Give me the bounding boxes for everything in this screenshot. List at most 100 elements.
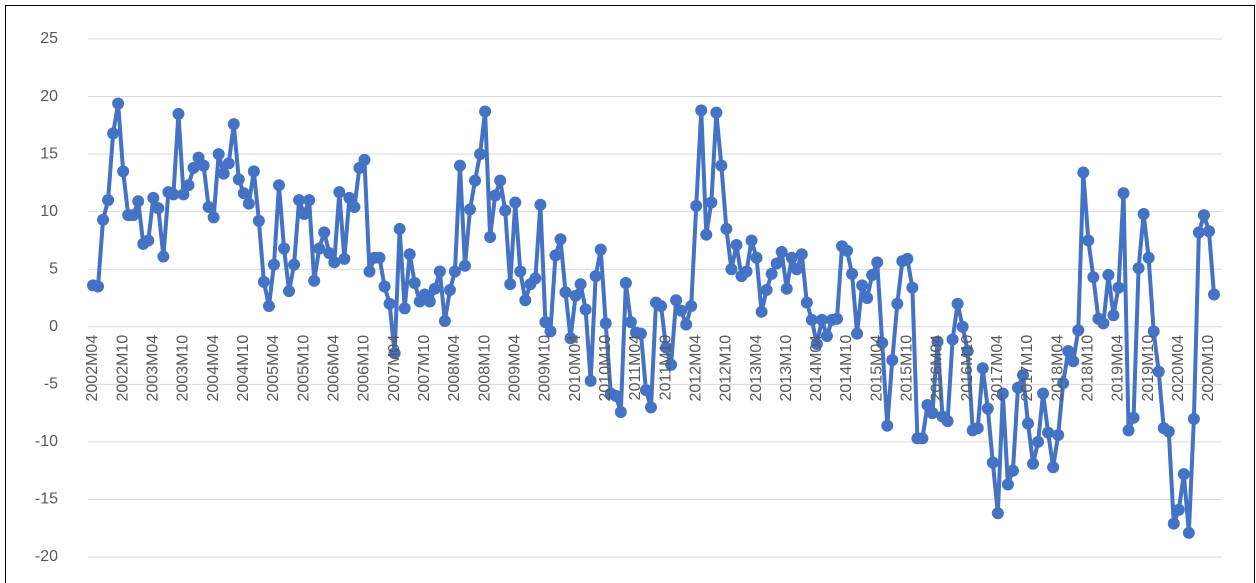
data-point bbox=[564, 332, 577, 345]
y-tick-label: 0 bbox=[49, 318, 58, 335]
data-point bbox=[107, 127, 120, 140]
data-point bbox=[886, 354, 899, 367]
data-point bbox=[403, 248, 416, 261]
y-tick-label: 5 bbox=[49, 260, 58, 277]
data-point bbox=[881, 419, 894, 432]
x-tick-label: 2015M10 bbox=[899, 335, 916, 402]
data-point bbox=[589, 270, 602, 283]
data-point bbox=[851, 327, 864, 340]
data-point bbox=[871, 256, 884, 269]
data-point bbox=[946, 333, 959, 346]
data-point bbox=[1122, 424, 1135, 437]
data-point bbox=[1192, 226, 1205, 239]
y-tick-label: 25 bbox=[40, 30, 58, 47]
data-point bbox=[755, 305, 768, 318]
data-point bbox=[780, 282, 793, 295]
x-tick-label: 2020M10 bbox=[1200, 335, 1217, 402]
data-point bbox=[856, 279, 869, 292]
y-tick-label: -15 bbox=[35, 491, 58, 508]
data-point bbox=[1001, 478, 1014, 491]
x-tick-label: 2015M04 bbox=[868, 335, 885, 402]
data-point bbox=[514, 265, 527, 278]
data-point bbox=[1042, 426, 1055, 439]
data-point bbox=[1097, 317, 1110, 330]
data-point bbox=[1052, 428, 1065, 441]
data-point bbox=[97, 213, 110, 226]
data-point bbox=[1137, 207, 1150, 220]
data-point bbox=[484, 230, 497, 243]
data-point bbox=[247, 165, 260, 178]
data-point bbox=[1067, 355, 1080, 368]
data-point bbox=[750, 251, 763, 264]
data-point bbox=[92, 280, 105, 293]
data-point bbox=[685, 300, 698, 313]
data-point bbox=[1177, 468, 1190, 481]
data-point bbox=[720, 222, 733, 235]
data-point bbox=[770, 257, 783, 270]
data-point bbox=[584, 374, 597, 387]
data-point bbox=[579, 303, 592, 316]
data-point bbox=[242, 197, 255, 210]
data-point bbox=[876, 336, 889, 349]
data-point bbox=[313, 242, 326, 255]
data-point bbox=[423, 295, 436, 308]
data-point bbox=[293, 194, 306, 207]
data-point bbox=[574, 278, 587, 291]
data-point bbox=[152, 202, 165, 215]
data-point bbox=[202, 201, 215, 214]
data-point bbox=[815, 313, 828, 326]
data-point bbox=[283, 285, 296, 298]
x-tick-label: 2010M04 bbox=[567, 335, 584, 402]
y-tick-label: 15 bbox=[40, 145, 58, 162]
data-point bbox=[705, 196, 718, 209]
x-tick-label: 2016M10 bbox=[959, 335, 976, 402]
data-point bbox=[981, 402, 994, 415]
x-tick-label: 2013M10 bbox=[778, 335, 795, 402]
x-tick-label: 2008M04 bbox=[446, 335, 463, 402]
data-point bbox=[710, 106, 723, 119]
data-point bbox=[217, 167, 230, 180]
x-tick-label: 2005M10 bbox=[295, 335, 312, 402]
x-tick-label: 2009M04 bbox=[506, 335, 523, 402]
data-point bbox=[790, 263, 803, 276]
y-tick-label: 20 bbox=[40, 88, 58, 105]
data-point bbox=[700, 228, 713, 241]
x-tick-label: 2002M10 bbox=[114, 335, 131, 402]
data-point bbox=[383, 297, 396, 310]
data-point bbox=[257, 275, 270, 288]
data-point bbox=[695, 104, 708, 117]
x-tick-label: 2013M04 bbox=[748, 335, 765, 402]
x-tick-label: 2018M10 bbox=[1080, 335, 1097, 402]
x-tick-label: 2002M04 bbox=[84, 335, 101, 402]
data-point bbox=[428, 282, 441, 295]
data-point bbox=[931, 335, 944, 348]
data-point bbox=[956, 320, 969, 333]
data-point bbox=[504, 278, 517, 291]
data-point bbox=[499, 204, 512, 217]
data-point bbox=[469, 174, 482, 187]
data-point bbox=[408, 277, 421, 290]
data-point bbox=[328, 256, 341, 269]
data-point bbox=[132, 195, 145, 208]
data-point bbox=[916, 432, 929, 445]
data-point bbox=[614, 405, 627, 418]
x-tick-label: 2010M10 bbox=[597, 335, 614, 402]
x-tick-label: 2003M04 bbox=[145, 335, 162, 402]
data-point bbox=[1202, 225, 1215, 238]
data-point bbox=[624, 316, 637, 329]
data-point bbox=[464, 203, 477, 216]
x-tick-label: 2004M10 bbox=[235, 335, 252, 402]
x-tick-label: 2014M10 bbox=[838, 335, 855, 402]
x-tick-label: 2017M04 bbox=[989, 335, 1006, 402]
data-point bbox=[298, 207, 311, 220]
data-point bbox=[1208, 288, 1220, 301]
x-tick-label: 2011M04 bbox=[627, 335, 644, 401]
data-point bbox=[1107, 309, 1120, 322]
data-point bbox=[1102, 268, 1115, 281]
data-point bbox=[795, 248, 808, 261]
data-point bbox=[569, 289, 582, 302]
data-point bbox=[1082, 234, 1095, 247]
data-point bbox=[1187, 412, 1200, 425]
data-point bbox=[1047, 461, 1060, 474]
